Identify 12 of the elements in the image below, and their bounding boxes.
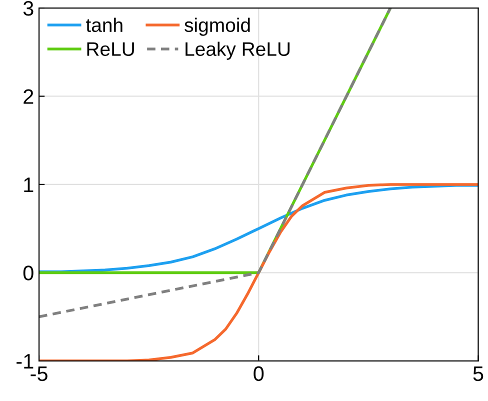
y-tick-label: -1: [16, 354, 34, 368]
y-tick-label: 3: [23, 1, 34, 16]
y-tick-label: 1: [24, 178, 34, 192]
x-tick-label: 0: [254, 366, 264, 382]
x-tick-label: 5: [473, 366, 484, 382]
legend-label: sigmoid: [184, 18, 250, 36]
legend-label: tanh: [86, 18, 122, 32]
y-tick-label: 0: [23, 266, 34, 280]
x-tick-label: -5: [30, 366, 48, 382]
y-tick-label: 2: [24, 89, 34, 104]
legend-label: Leaky ReLU: [186, 42, 290, 60]
legend-label: ReLU: [87, 42, 134, 56]
